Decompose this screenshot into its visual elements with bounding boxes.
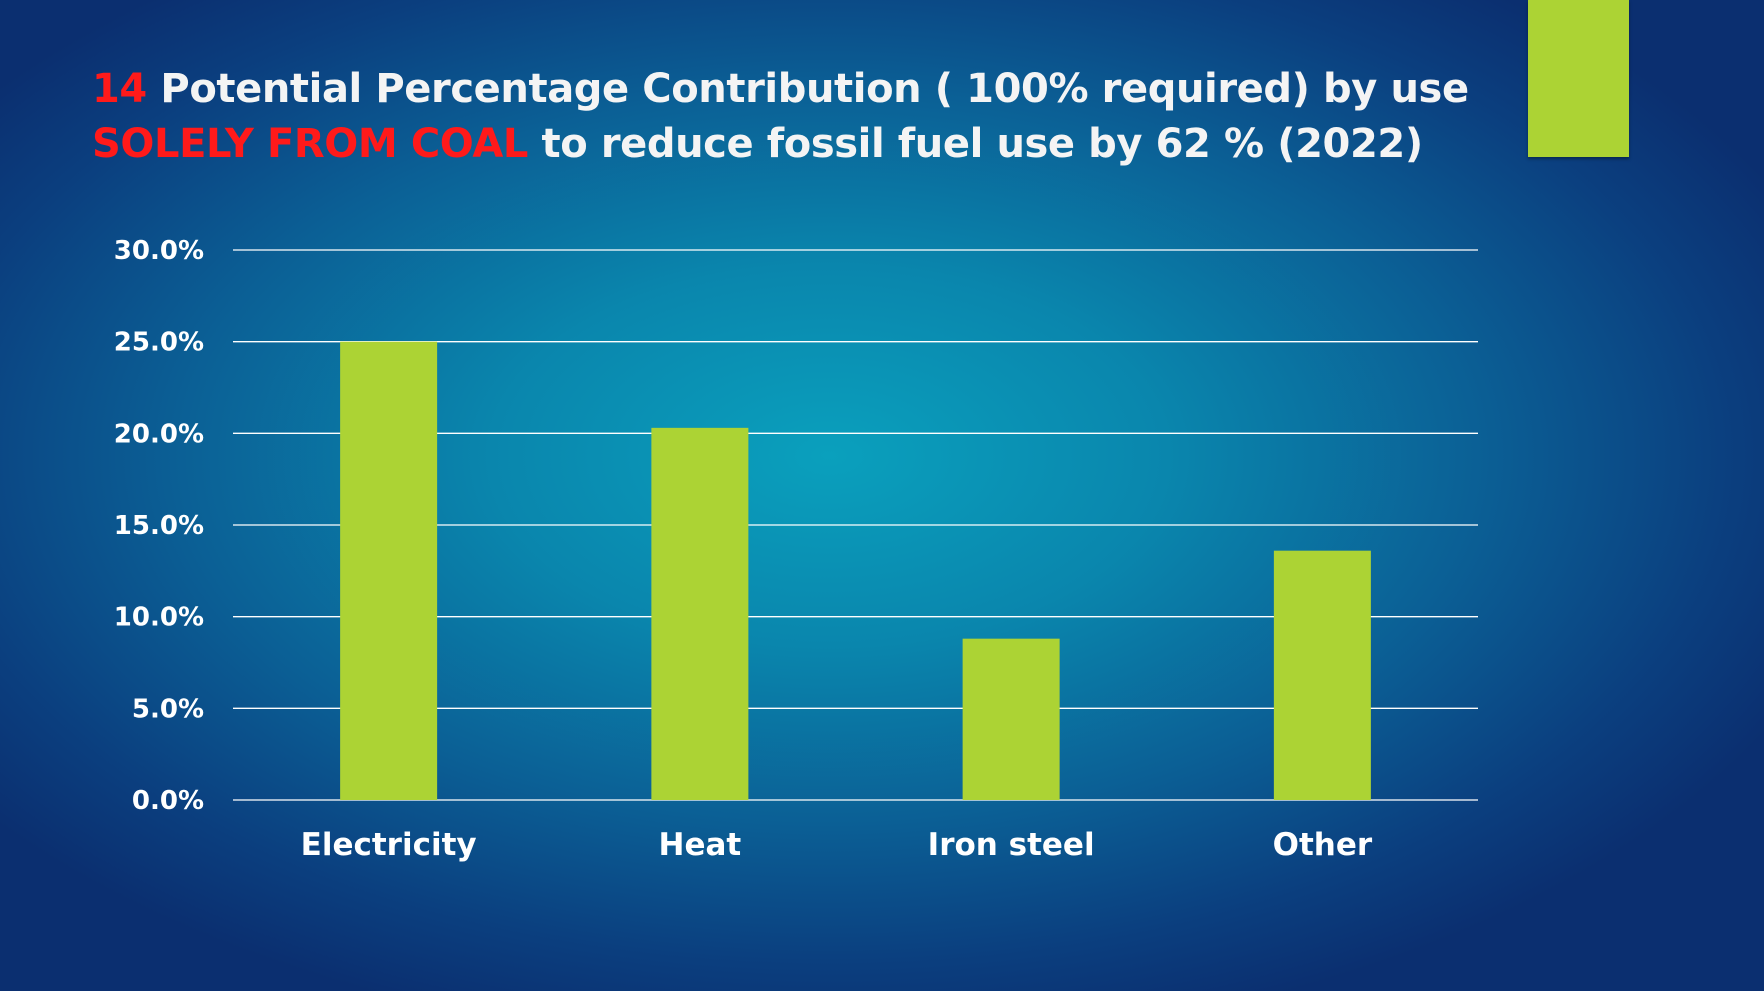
x-tick-label: Iron steel (928, 827, 1095, 863)
y-tick-label: 10.0% (114, 603, 204, 633)
accent-block (1528, 0, 1629, 157)
title-number: 14 (92, 66, 147, 112)
title-line1: Potential Percentage Contribution ( 100%… (146, 66, 1469, 112)
bars (340, 341, 1371, 800)
x-axis-ticks: Electricity Heat Iron steel Other (301, 827, 1373, 863)
x-tick-label: Other (1273, 827, 1373, 863)
y-tick-label: 25.0% (114, 328, 204, 358)
title-highlight: SOLELY FROM COAL (92, 121, 528, 167)
y-axis-ticks: 0.0% 5.0% 10.0% 15.0% 20.0% 25.0% 30.0% (114, 236, 204, 816)
y-tick-label: 20.0% (114, 419, 204, 449)
bar-iron-steel (962, 638, 1060, 800)
title-line2: to reduce fossil fuel use by 62 % (2022) (527, 121, 1423, 167)
y-tick-label: 5.0% (132, 694, 204, 724)
gridlines (233, 249, 1478, 801)
bar-heat (651, 427, 749, 800)
x-tick-label: Electricity (301, 827, 477, 863)
bar-other (1273, 550, 1371, 800)
y-tick-label: 15.0% (114, 511, 204, 541)
y-tick-label: 0.0% (132, 786, 204, 816)
bar-electricity (340, 341, 438, 800)
slide-title: 14 Potential Percentage Contribution ( 1… (92, 62, 1492, 172)
x-tick-label: Heat (659, 827, 742, 863)
y-tick-label: 30.0% (114, 236, 204, 266)
